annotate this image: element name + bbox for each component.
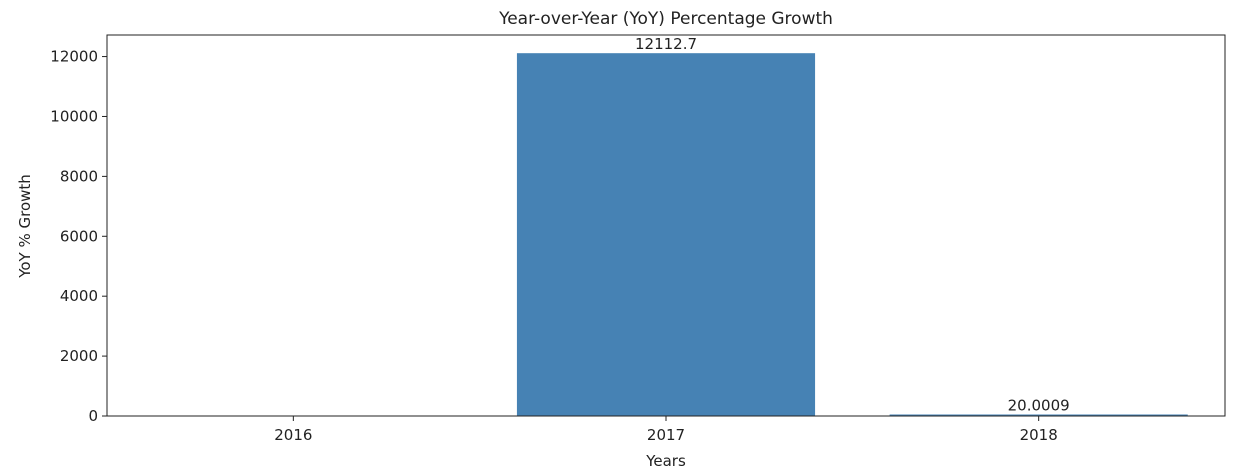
y-tick-label-2000: 2000 — [60, 347, 98, 365]
y-tick-label-10000: 10000 — [50, 107, 98, 125]
data-label-2017: 12112.7 — [635, 35, 697, 53]
y-tick-label-4000: 4000 — [60, 287, 98, 305]
data-label-2018: 20.0009 — [1008, 397, 1070, 415]
data-labels-layer: 12112.7 20.0009 — [635, 35, 1070, 414]
x-tick-label-2017: 2017 — [647, 426, 685, 444]
y-tick-label-0: 0 — [88, 407, 98, 425]
bars-layer — [516, 53, 1188, 416]
plot-area-frame — [106, 34, 1226, 417]
bar-2017 — [516, 53, 816, 416]
x-axis-label: Years — [645, 452, 686, 470]
y-axis-ticks: 0 2000 4000 6000 8000 10000 12000 — [50, 48, 107, 425]
x-axis-ticks: 2016 2017 2018 — [274, 416, 1058, 444]
x-tick-label-2018: 2018 — [1020, 426, 1058, 444]
chart-title: Year-over-Year (YoY) Percentage Growth — [498, 9, 833, 29]
bar-2018 — [889, 414, 1188, 416]
x-tick-label-2016: 2016 — [274, 426, 312, 444]
y-tick-label-6000: 6000 — [60, 227, 98, 245]
y-axis-label: YoY % Growth — [16, 174, 34, 279]
y-tick-label-8000: 8000 — [60, 167, 98, 185]
y-tick-label-12000: 12000 — [50, 48, 98, 66]
